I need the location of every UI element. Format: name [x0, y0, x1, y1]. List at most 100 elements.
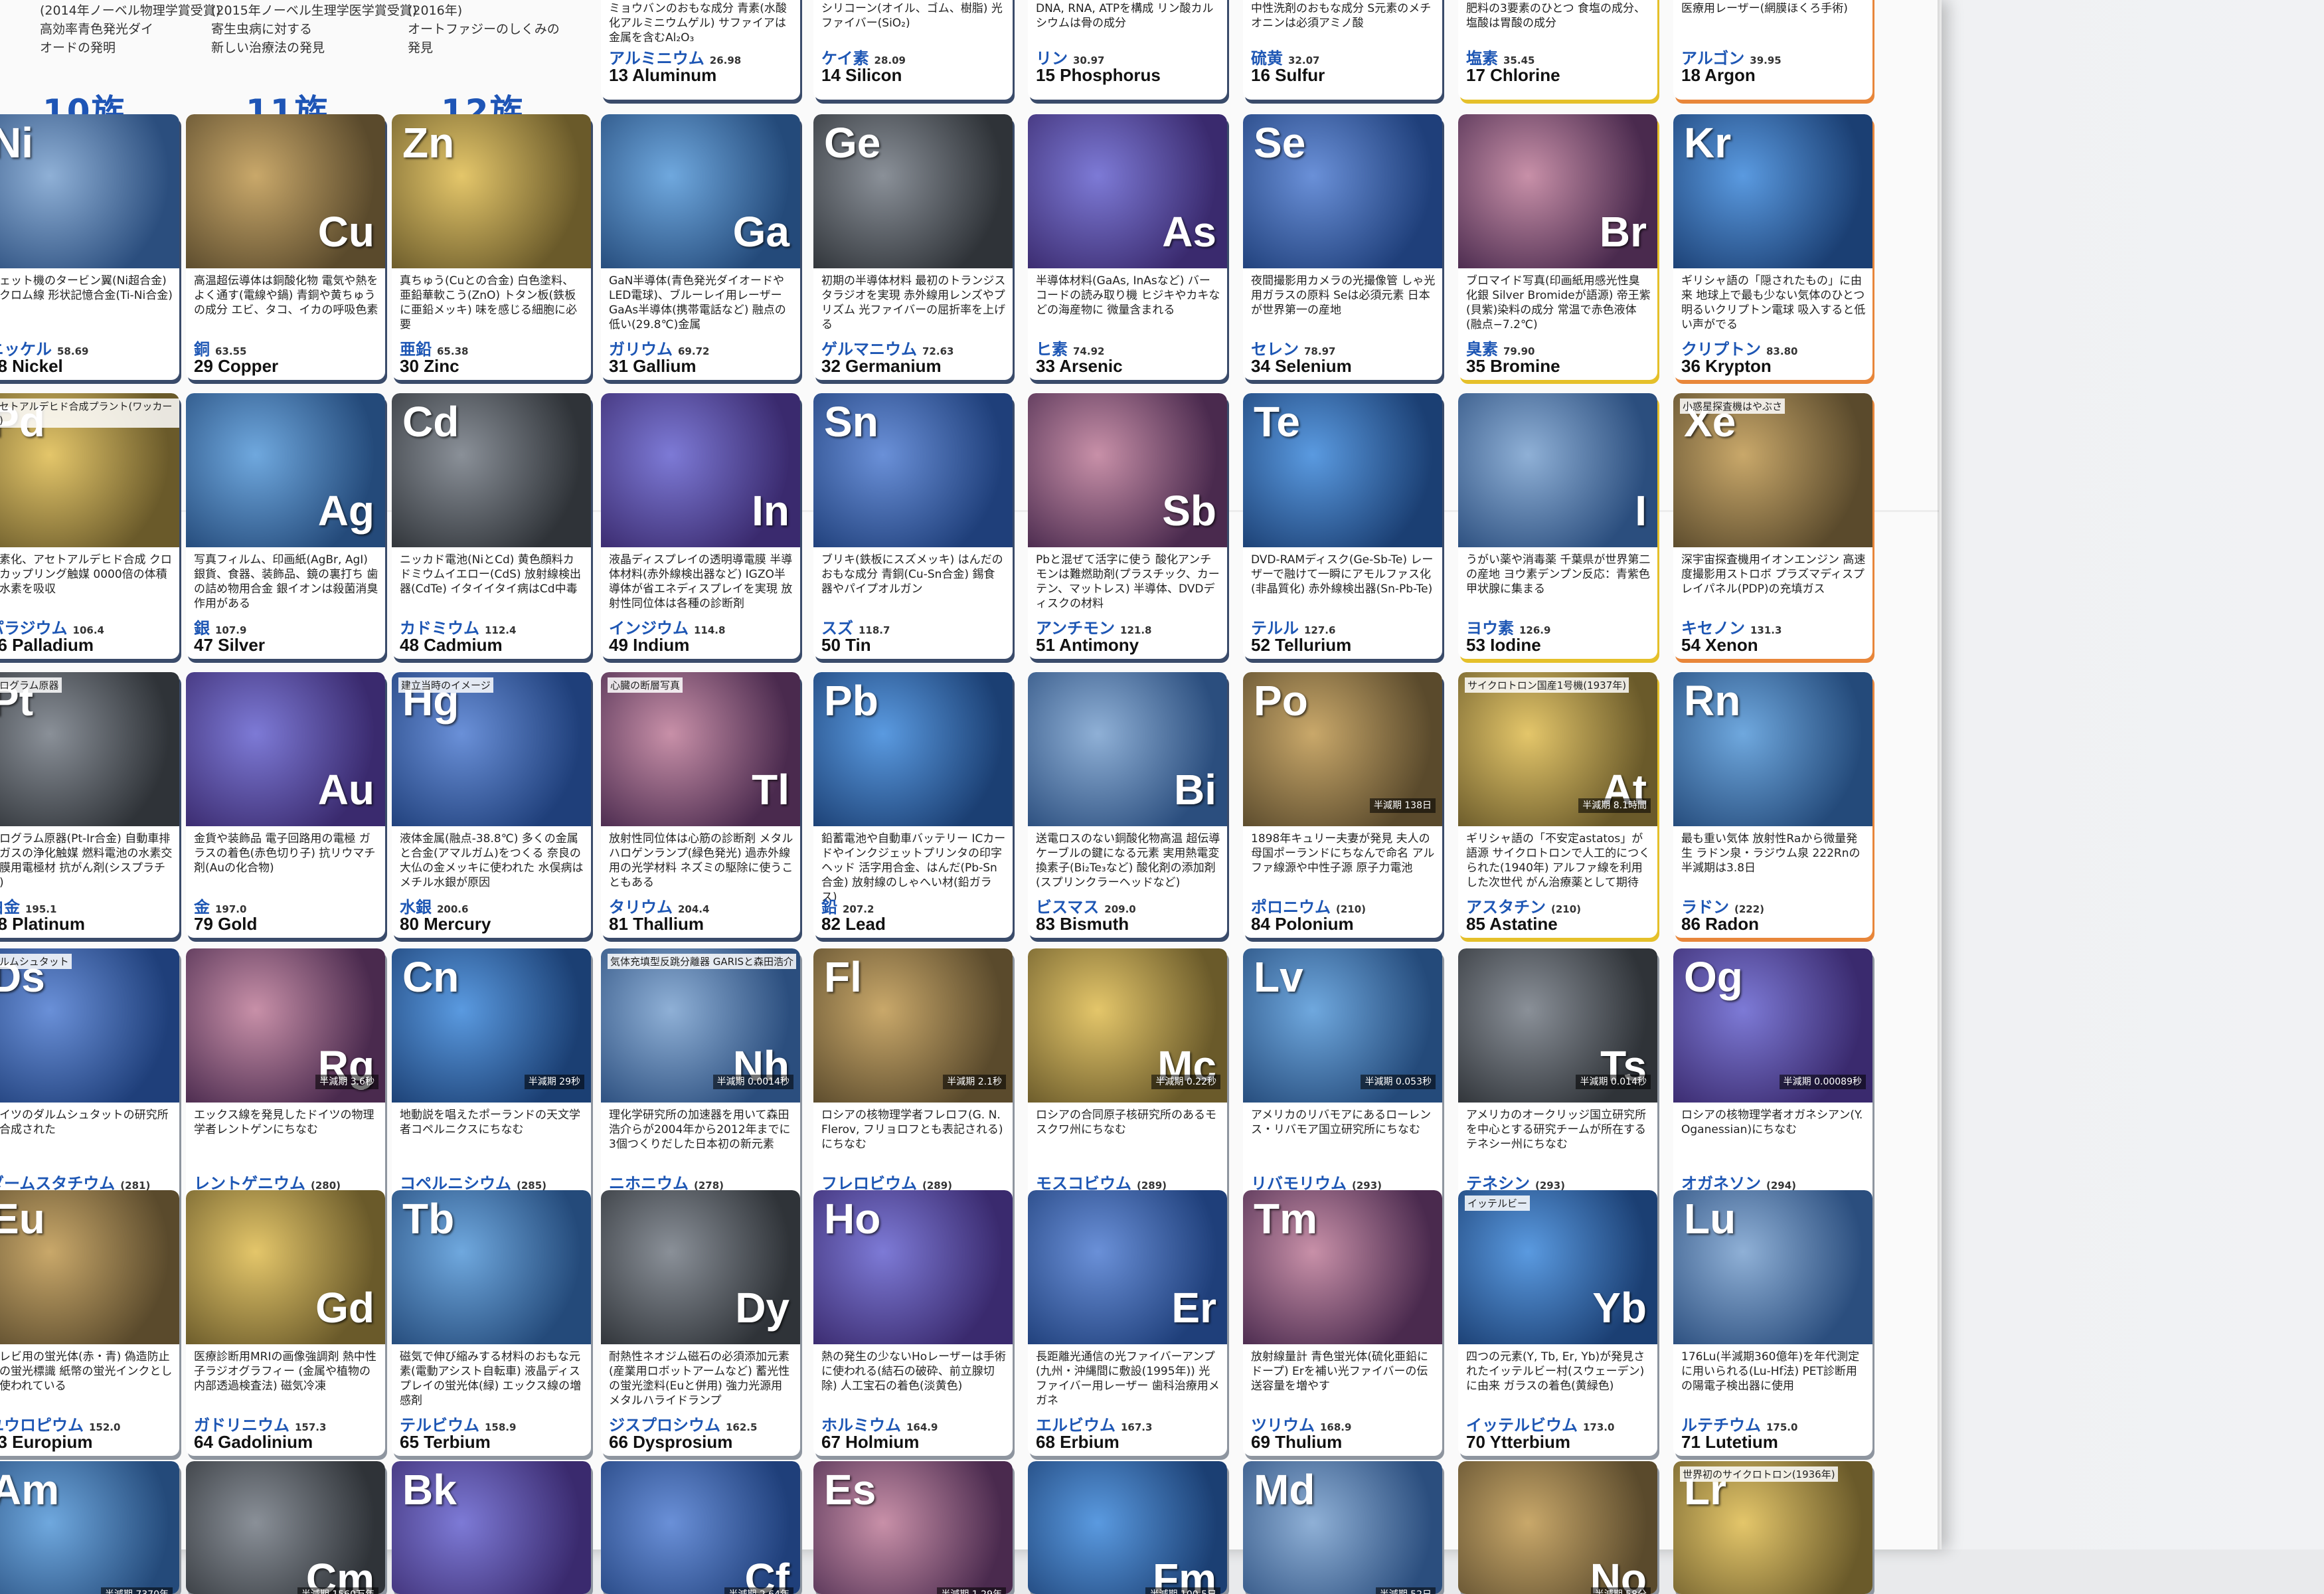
element-description: 送電ロスのない銅酸化物高温 超伝導ケーブルの鍵になる元素 実用熱電変換素子(Bi… — [1036, 832, 1220, 889]
element-name-en: 34 Selenium — [1251, 356, 1352, 376]
element-symbol: Yb — [1592, 1284, 1647, 1332]
element-description: うがい薬や消毒薬 千葉県が世界第二の産地 ヨウ素デンプン反応：青紫色 甲状腺に集… — [1466, 553, 1651, 596]
element-name-jp: 白金 195.1 — [0, 894, 56, 917]
element-name-jp-text: モスコビウム — [1036, 1174, 1131, 1193]
element-name-jp: 銀 107.9 — [194, 615, 246, 638]
element-name-jp-text: 亜鉛 — [400, 340, 432, 359]
atomic-mass: (222) — [1734, 903, 1765, 915]
element-tile-ga: Ga GaN半導体(青色発光ダイオードやLED電球)、ブルーレイ用レーザー GaA… — [601, 114, 800, 380]
element-symbol: I — [1635, 487, 1647, 535]
element-tile-pb: Pb 鉛蓄電池や自動車バッテリー ICカードやインクジェットプリンタの印字ヘッド … — [813, 672, 1013, 938]
element-name-en: 46 Palladium — [0, 635, 94, 655]
element-description: ギリシャ語の「隠されたもの」に由来 地球上で最も少ない気体のひとつ 明るいクリプ… — [1681, 274, 1866, 331]
element-tile-as: As 半導体材料(GaAs, InAsなど) バーコードの読み取り機 ヒジキやカキ… — [1028, 114, 1227, 380]
element-name-jp: 水銀 200.6 — [400, 894, 468, 917]
element-name-en: 80 Mercury — [400, 914, 491, 934]
element-tile-ni: Ni ジェット機のタービン翼(Ni超合金) ニクロム線 形状記憶合金(Ti-Ni合… — [0, 114, 179, 380]
atomic-mass: 78.97 — [1304, 345, 1336, 357]
half-life-badge: 半減期 0.0014秒 — [712, 1075, 793, 1089]
element-tile-hg: Hg 建立当時のイメージ 液体金属(融点-38.8℃) 多くの金属と合金(アマルガム… — [392, 672, 591, 938]
element-name-jp: ニッケル 58.69 — [0, 336, 88, 359]
element-name-en: 86 Radon — [1681, 914, 1760, 934]
element-name-en: 68 Erbium — [1036, 1432, 1120, 1452]
half-life-badge: 半減期 2.1秒 — [943, 1075, 1006, 1089]
element-photo — [1458, 1190, 1657, 1344]
element-name-jp: ケイ素 28.09 — [821, 45, 906, 68]
element-name-en: 54 Xenon — [1681, 635, 1758, 655]
element-name-jp-text: タリウム — [609, 898, 673, 917]
element-tile-xe: Xe 小惑星探査機はやぶさ 深宇宙探査機用イオンエンジン 高速度撮影用ストロボ プラ… — [1673, 393, 1872, 659]
atomic-mass: 106.4 — [72, 624, 104, 636]
element-name-jp: アスタチン (210) — [1466, 894, 1581, 917]
element-tile-top-0: ミョウバンのおもな成分 青素(水酸化アルミニウムゲル) サファイアは金属を含むA… — [601, 0, 800, 100]
element-tile-kr: Kr ギリシャ語の「隠されたもの」に由来 地球上で最も少ない気体のひとつ 明るいク… — [1673, 114, 1872, 380]
atomic-mass: 204.4 — [678, 903, 710, 915]
element-name-en: 84 Polonium — [1251, 914, 1354, 934]
element-description: キログラム原器(Pt-Ir合金) 自動車排気ガスの浄化触媒 燃料電池の水素交換膜… — [0, 832, 173, 889]
element-name-en: 31 Gallium — [609, 356, 697, 376]
element-description: ニッカド電池(NiとCd) 黄色顔料カドミウムイエロー(CdS) 放射線検出器(… — [400, 553, 581, 596]
element-symbol: Ge — [824, 119, 881, 167]
element-name-jp: ホルミウム 164.9 — [821, 1412, 938, 1435]
element-name-jp-text: 水銀 — [400, 898, 432, 917]
element-name-en: 65 Terbium — [400, 1432, 491, 1452]
element-name-jp: リバモリウム (293) — [1251, 1170, 1382, 1194]
element-description: 鉛蓄電池や自動車バッテリー ICカードやインクジェットプリンタの印字ヘッド 活字… — [821, 832, 1006, 904]
element-name-en: 83 Bismuth — [1036, 914, 1129, 934]
element-name-jp: クリプトン 83.80 — [1681, 336, 1797, 359]
element-symbol: Eu — [0, 1195, 45, 1243]
element-name-en: 13 Aluminum — [609, 65, 717, 85]
element-name-en: 15 Phosphorus — [1036, 65, 1161, 85]
element-description: GaN半導体(青色発光ダイオードやLED電球)、ブルーレイ用レーザー GaAs半… — [609, 274, 786, 331]
element-name-jp: ヒ素 74.92 — [1036, 336, 1104, 359]
half-life-badge: 半減期 29秒 — [524, 1075, 584, 1089]
element-tile-pd: Pdアセトアルデヒド合成プラント(ワッカー社)水素化、アセトアルデヒド合成 クロ… — [0, 393, 179, 659]
element-name-jp: アルゴン 39.95 — [1681, 45, 1782, 68]
element-name-jp-text: ダームスタチウム — [0, 1174, 116, 1193]
element-name-en: 35 Bromine — [1466, 356, 1560, 376]
element-name-en: 30 Zinc — [400, 356, 459, 376]
element-tile-cu: Cu 高温超伝導体は銅酸化物 電気や熱をよく通す(電線や鍋) 青銅や黄ちゅうの成分… — [186, 114, 385, 380]
element-tile-cm: Cm半減期 1560万年 — [186, 1461, 385, 1594]
element-name-en: 18 Argon — [1681, 65, 1756, 85]
element-name-en: 69 Thulium — [1251, 1432, 1343, 1452]
element-photo — [813, 114, 1013, 268]
half-life-badge: 半減期 8.1時間 — [1578, 798, 1651, 813]
atomic-mass: 207.2 — [843, 903, 874, 915]
element-name-jp-text: リバモリウム — [1251, 1174, 1347, 1193]
element-name-jp: 金 197.0 — [194, 894, 246, 917]
element-symbol: Ni — [0, 119, 33, 167]
element-name-en: 63 Europium — [0, 1432, 93, 1452]
photo-caption: 小惑星探査機はやぶさ — [1680, 398, 1785, 414]
element-symbol: Tb — [402, 1195, 455, 1243]
element-name-jp-text: イッテルビウム — [1466, 1416, 1578, 1435]
atomic-mass: 114.8 — [694, 624, 726, 636]
atomic-mass: 28.09 — [874, 54, 906, 66]
element-symbol: Kr — [1684, 119, 1732, 167]
element-photo — [1458, 114, 1657, 268]
element-name-jp: タリウム 204.4 — [609, 894, 709, 917]
element-symbol: Lu — [1684, 1195, 1736, 1243]
half-life-badge: 半減期 2.64年 — [724, 1587, 793, 1594]
half-life-badge: 半減期 0.053秒 — [1361, 1075, 1436, 1089]
element-name-jp: ルテチウム 175.0 — [1681, 1412, 1797, 1435]
element-symbol: Tl — [752, 766, 789, 814]
element-symbol: Es — [824, 1466, 876, 1514]
element-tile-fm: Fm半減期 100.5日 — [1028, 1461, 1227, 1594]
element-name-jp: 亜鉛 65.38 — [400, 336, 468, 359]
element-photo — [813, 1190, 1013, 1344]
element-tile-tm: Tm 放射線量計 青色蛍光体(硫化亜鉛にドープ) Erを補い光ファイバーの伝送容量… — [1243, 1190, 1442, 1456]
element-symbol: Bi — [1174, 766, 1216, 814]
element-tile-gd: Gd 医療診断用MRIの画像強調剤 熱中性子ラジオグラフィー (金属や植物の内部透… — [186, 1190, 385, 1456]
element-tile-tl: Tl 心臓の断層写真 放射性同位体は心筋の診断剤 メタルハロゲンランプ(緑色発光) … — [601, 672, 800, 938]
element-name-jp-text: ヒ素 — [1036, 340, 1068, 359]
element-photo — [1673, 1190, 1872, 1344]
element-name-en: 33 Arsenic — [1036, 356, 1123, 376]
element-name-jp-text: アスタチン — [1466, 898, 1546, 917]
element-name-en: 66 Dysprosium — [609, 1432, 733, 1452]
element-name-jp-text: ゲルマニウム — [821, 340, 917, 359]
element-description: 長距離光通信の光ファイバーアンプ(九州・沖縄間に敷設(1995年)) 光ファイバ… — [1036, 1350, 1220, 1407]
atomic-mass: 32.07 — [1288, 54, 1320, 66]
element-name-jp-text: 銀 — [194, 619, 210, 638]
element-name-en: 17 Chlorine — [1466, 65, 1560, 85]
